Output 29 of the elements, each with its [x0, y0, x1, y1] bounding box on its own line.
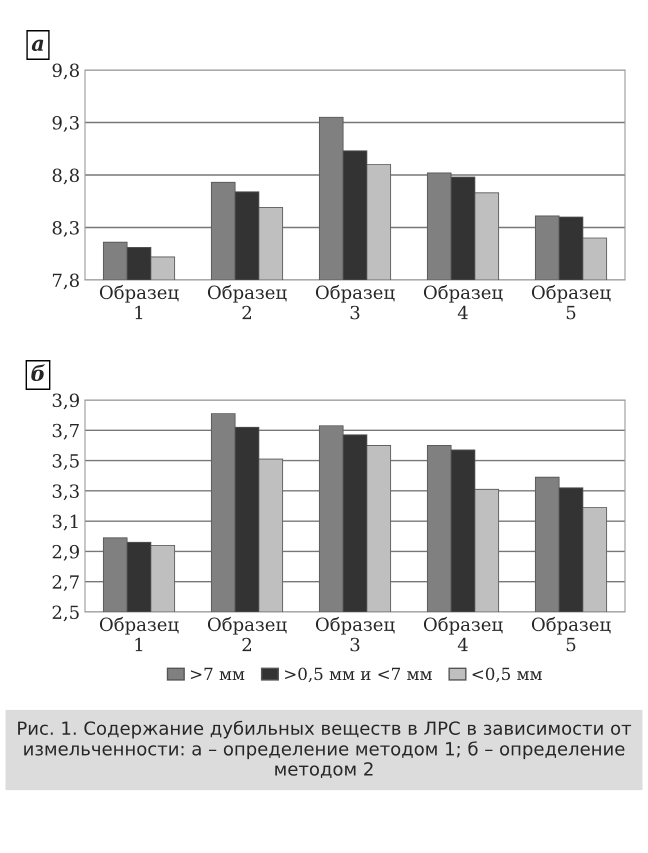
y-tick-label: 8,3: [52, 220, 79, 237]
y-tick-label: 2,5: [52, 605, 79, 622]
x-tick-label: Образец 4: [424, 616, 503, 652]
chart-title: а: [32, 40, 44, 52]
x-tick-label: Образец 5: [532, 284, 611, 320]
x-tick-label: Образец 2: [208, 284, 287, 320]
y-tick-label: 8,8: [52, 168, 79, 184]
x-tick-label: Образец 4: [424, 284, 503, 320]
x-tick-label: Образец 1: [100, 616, 179, 652]
x-tick-label: Образец 3: [316, 284, 395, 320]
y-tick-label: 2,7: [52, 575, 79, 592]
chart-title: б: [31, 364, 45, 382]
y-tick-label: 3,9: [52, 393, 79, 410]
legend-label: >7 мм: [190, 668, 244, 680]
y-tick-label: 9,8: [52, 63, 79, 80]
x-tick-label: Образец 1: [100, 284, 179, 320]
x-tick-label: Образец 2: [208, 616, 287, 652]
x-tick-label: Образец 3: [316, 616, 395, 652]
legend-label: <0,5 мм: [472, 668, 542, 682]
text: Рис. 1. Содержание дубильных веществ в ЛРС в зависимости от измельченности: а – определение методом 1; б – определение методом 2: [18, 720, 632, 778]
y-tick-label: 3,3: [52, 484, 79, 500]
y-tick-label: 2,9: [52, 544, 79, 561]
y-tick-label: 7,8: [52, 273, 79, 290]
y-tick-label: 9,3: [52, 116, 79, 132]
y-tick-label: 3,1: [52, 514, 78, 530]
y-tick-label: 3,5: [52, 454, 79, 470]
legend-label: >0,5 мм и <7 мм: [285, 668, 432, 682]
x-tick-label: Образец 5: [532, 616, 611, 652]
y-tick-label: 3,7: [52, 424, 79, 440]
